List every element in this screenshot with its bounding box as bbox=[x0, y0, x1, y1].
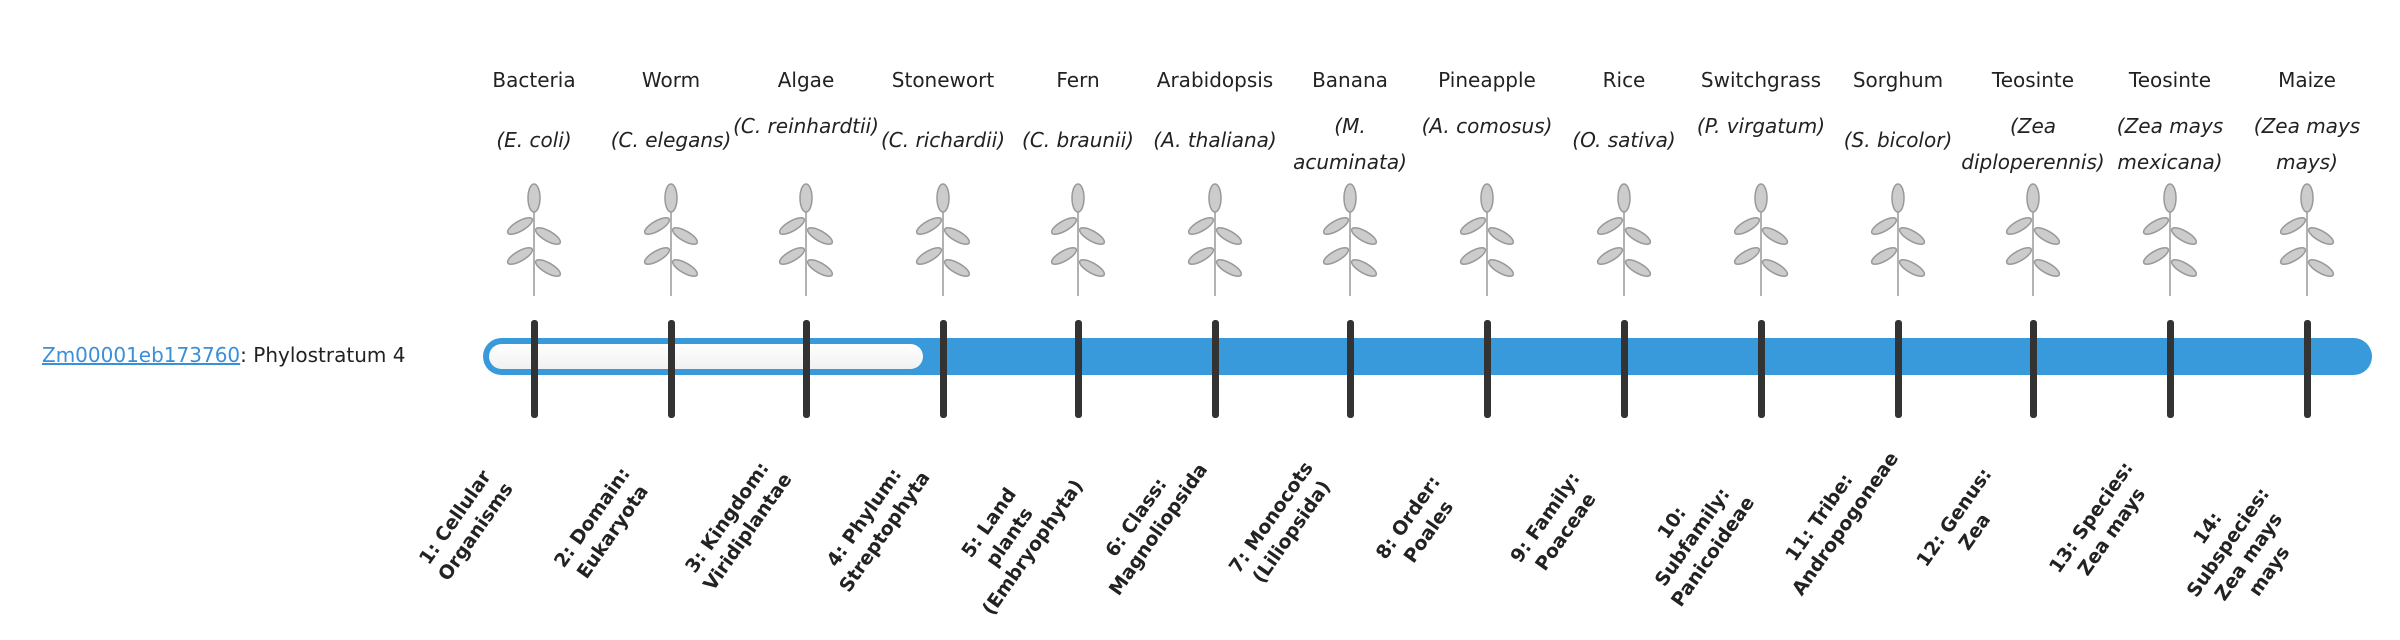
stratum-label: 12: Genus: Zea bbox=[1912, 464, 1997, 572]
species-name: (E. coli) bbox=[496, 128, 572, 152]
phylostratum-bar-unfilled bbox=[489, 344, 923, 369]
organism-name: Fern bbox=[1056, 68, 1100, 92]
stratum-label: 2: Domain: Eukaryota bbox=[549, 463, 654, 583]
algae-illustration bbox=[778, 183, 834, 296]
fern-illustration bbox=[1050, 183, 1106, 296]
species-name: (C. reinhardtii) bbox=[733, 114, 879, 138]
stratum-tick bbox=[1620, 320, 1628, 418]
organism-name: Pineapple bbox=[1438, 68, 1536, 92]
organism-name: Switchgrass bbox=[1700, 68, 1822, 92]
stratum-tick bbox=[667, 320, 675, 418]
organism-name: Bacteria bbox=[492, 68, 576, 92]
stratum-tick bbox=[1211, 320, 1219, 418]
species-name: (O. sativa) bbox=[1572, 128, 1676, 152]
stratum-tick bbox=[2029, 320, 2037, 418]
species-name: (M. acuminata) bbox=[1293, 114, 1407, 174]
stratum-tick bbox=[1074, 320, 1082, 418]
stratum-label: 4: Phylum: Streptophyta bbox=[822, 464, 935, 597]
stratum-label: 6: Class: Magnoliopsida bbox=[1101, 459, 1213, 600]
worm-illustration bbox=[643, 183, 699, 296]
species-name: (C. braunii) bbox=[1022, 128, 1134, 152]
switchgrass-illustration bbox=[1733, 183, 1789, 296]
organism-name: Algae bbox=[777, 68, 835, 92]
stratum-tick bbox=[1894, 320, 1902, 418]
stratum-label: 14: Subspecies: Zea mays mays bbox=[2182, 483, 2295, 605]
species-name: (S. bicolor) bbox=[1843, 128, 1953, 152]
maize-illustration bbox=[2279, 183, 2335, 296]
organism-name: Arabidopsis bbox=[1156, 68, 1274, 92]
bacteria-illustration bbox=[506, 183, 562, 296]
stratum-label: 9: Family: Poaceae bbox=[1506, 468, 1601, 575]
stratum-tick bbox=[1483, 320, 1491, 418]
stratum-label: 8: Order: Poales bbox=[1371, 471, 1459, 568]
species-name: (A. thaliana) bbox=[1153, 128, 1277, 152]
banana-illustration bbox=[1322, 183, 1378, 296]
teosinte-illustration bbox=[2005, 183, 2061, 296]
stratum-label: 1: Cellular Organisms bbox=[414, 466, 518, 586]
stratum-label: 10: Subfamily: Panicoideae bbox=[1650, 483, 1760, 611]
species-name: (P. virgatum) bbox=[1696, 114, 1826, 138]
stratum-label: 11: Tribe: Andropogoneae bbox=[1781, 448, 1904, 600]
stratum-tick bbox=[1757, 320, 1765, 418]
stonewort-illustration bbox=[915, 183, 971, 296]
organism-name: Sorghum bbox=[1852, 68, 1944, 92]
gene-phylostratum-label: Zm00001eb173760: Phylostratum 4 bbox=[42, 340, 405, 370]
organism-name: Rice bbox=[1602, 68, 1646, 92]
stratum-tick bbox=[2166, 320, 2174, 418]
organism-name: Maize bbox=[2278, 68, 2336, 92]
species-name: (Zea diploperennis) bbox=[1961, 114, 2105, 174]
organism-name: Stonewort bbox=[891, 68, 995, 92]
gene-id-link[interactable]: Zm00001eb173760 bbox=[42, 343, 241, 367]
species-name: (A. comosus) bbox=[1421, 114, 1553, 138]
species-name: (C. richardii) bbox=[880, 128, 1006, 152]
stratum-label: 3: Kingdom: Viridiplantae bbox=[681, 458, 797, 595]
stratum-tick bbox=[939, 320, 947, 418]
pineapple-illustration bbox=[1459, 183, 1515, 296]
species-name: (C. elegans) bbox=[610, 128, 732, 152]
stratum-tick bbox=[802, 320, 810, 418]
arabidopsis-illustration bbox=[1187, 183, 1243, 296]
species-name: (Zea mays mexicana) bbox=[2116, 114, 2224, 174]
species-name: (Zea mays mays) bbox=[2253, 114, 2361, 174]
phylostratum-text: : Phylostratum 4 bbox=[240, 343, 406, 367]
stratum-label: 7: Monocots (Liliopsida) bbox=[1224, 457, 1336, 588]
organism-name: Teosinte bbox=[2128, 68, 2212, 92]
stratum-label: 5: Land plants (Embryophyta) bbox=[957, 475, 1088, 620]
sorghum-illustration bbox=[1870, 183, 1926, 296]
stratum-label: 13: Species: Zea mays bbox=[2044, 457, 2151, 580]
organism-name: Teosinte bbox=[1991, 68, 2075, 92]
rice-illustration bbox=[1596, 183, 1652, 296]
stratum-tick bbox=[2303, 320, 2311, 418]
phylostratum-bar bbox=[483, 338, 2372, 375]
organism-name: Banana bbox=[1312, 68, 1388, 92]
stratum-tick bbox=[530, 320, 538, 418]
teosinte-illustration bbox=[2142, 183, 2198, 296]
organism-name: Worm bbox=[641, 68, 701, 92]
stratum-tick bbox=[1346, 320, 1354, 418]
